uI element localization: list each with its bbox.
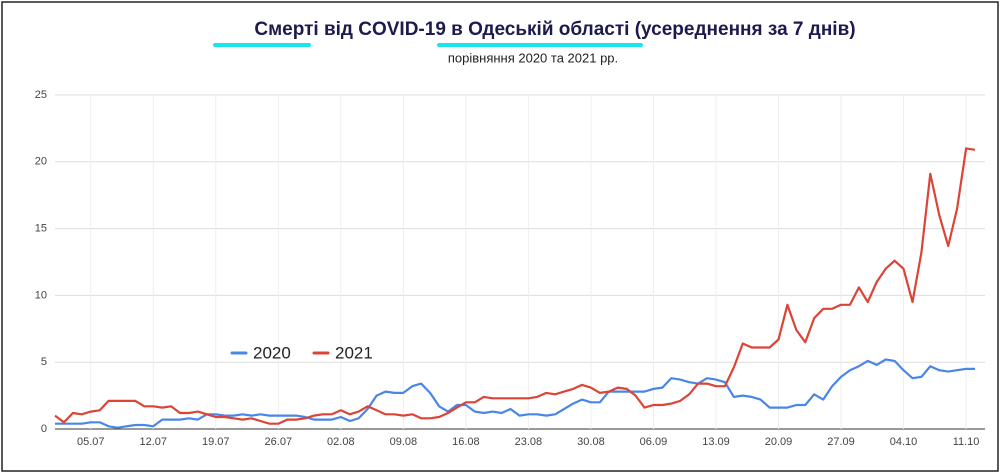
x-tick-label: 30.08 — [577, 436, 605, 448]
x-tick-label: 19.07 — [202, 436, 230, 448]
highlight — [213, 43, 311, 47]
x-tick-label: 06.09 — [640, 436, 668, 448]
legend-label: 2021 — [335, 343, 373, 362]
x-tick-label: 27.09 — [827, 436, 855, 448]
x-tick-label: 09.08 — [390, 436, 418, 448]
highlight — [437, 43, 643, 47]
chart-subtitle: порівняння 2020 та 2021 рр. — [448, 50, 618, 65]
series-line — [54, 147, 976, 425]
x-tick-label: 20.09 — [765, 436, 793, 448]
x-tick-label: 11.10 — [953, 436, 980, 448]
x-tick-label: 05.07 — [77, 436, 105, 448]
y-tick-label: 20 — [35, 156, 47, 168]
y-tick-label: 0 — [41, 423, 47, 435]
x-tick-label: 13.09 — [702, 436, 730, 448]
x-tick-label: 04.10 — [890, 436, 918, 448]
x-tick-label: 16.08 — [452, 436, 480, 448]
y-tick-label: 10 — [35, 289, 47, 301]
x-tick-label: 26.07 — [265, 436, 293, 448]
y-tick-label: 15 — [35, 223, 47, 235]
x-tick-label: 02.08 — [327, 436, 355, 448]
legend-label: 2020 — [253, 343, 291, 362]
y-tick-label: 5 — [41, 356, 47, 368]
x-tick-label: 12.07 — [139, 436, 167, 448]
chart-title: Смерті від COVID-19 в Одеській області (… — [254, 19, 855, 40]
x-tick-label: 23.08 — [515, 436, 543, 448]
y-tick-label: 25 — [35, 89, 47, 101]
